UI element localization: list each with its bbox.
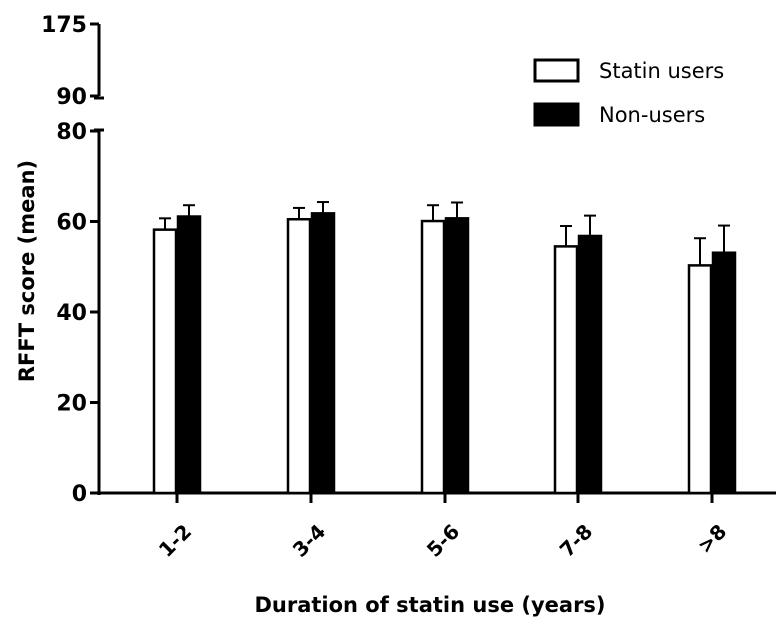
x-tick-label: >8 — [693, 519, 732, 558]
y-axis-title: RFFT score (mean) — [15, 160, 39, 382]
y-tick-label: 20 — [56, 392, 87, 417]
bar — [152, 228, 178, 495]
bar — [553, 245, 579, 495]
x-tick-label: 7-8 — [555, 519, 598, 562]
legend-swatch-non-users — [533, 102, 580, 127]
x-axis-title: Duration of statin use (years) — [254, 593, 605, 617]
bar — [176, 215, 202, 495]
y-tick-label: 175 — [41, 13, 87, 38]
legend-label-non-users: Non-users — [599, 103, 705, 127]
labels-layer: RFFT score (mean) Duration of statin use… — [15, 160, 606, 617]
bar — [420, 219, 446, 495]
y-tick-label: 40 — [56, 301, 87, 326]
bars-layer — [152, 201, 737, 495]
legend: Statin users Non-users — [533, 58, 724, 127]
y-tick-label: 60 — [56, 211, 87, 236]
bar — [711, 251, 737, 495]
x-tick-label: 1-2 — [154, 519, 197, 562]
bar — [286, 217, 312, 495]
bar — [310, 212, 336, 495]
bar — [687, 264, 713, 495]
y-tick-label: 0 — [72, 482, 87, 507]
axes-layer: 0 20 40 60 80 90 175 1-2 3-4 5-6 7-8 >8 — [41, 13, 776, 562]
x-tick-label: 3-4 — [288, 519, 331, 562]
bar — [577, 234, 603, 495]
legend-label-statin-users: Statin users — [599, 59, 724, 83]
y-tick-label: 80 — [56, 120, 87, 145]
legend-swatch-statin-users — [533, 58, 580, 83]
x-tick-label: 5-6 — [422, 519, 465, 562]
bar — [444, 217, 470, 495]
y-tick-label: 90 — [56, 85, 87, 110]
